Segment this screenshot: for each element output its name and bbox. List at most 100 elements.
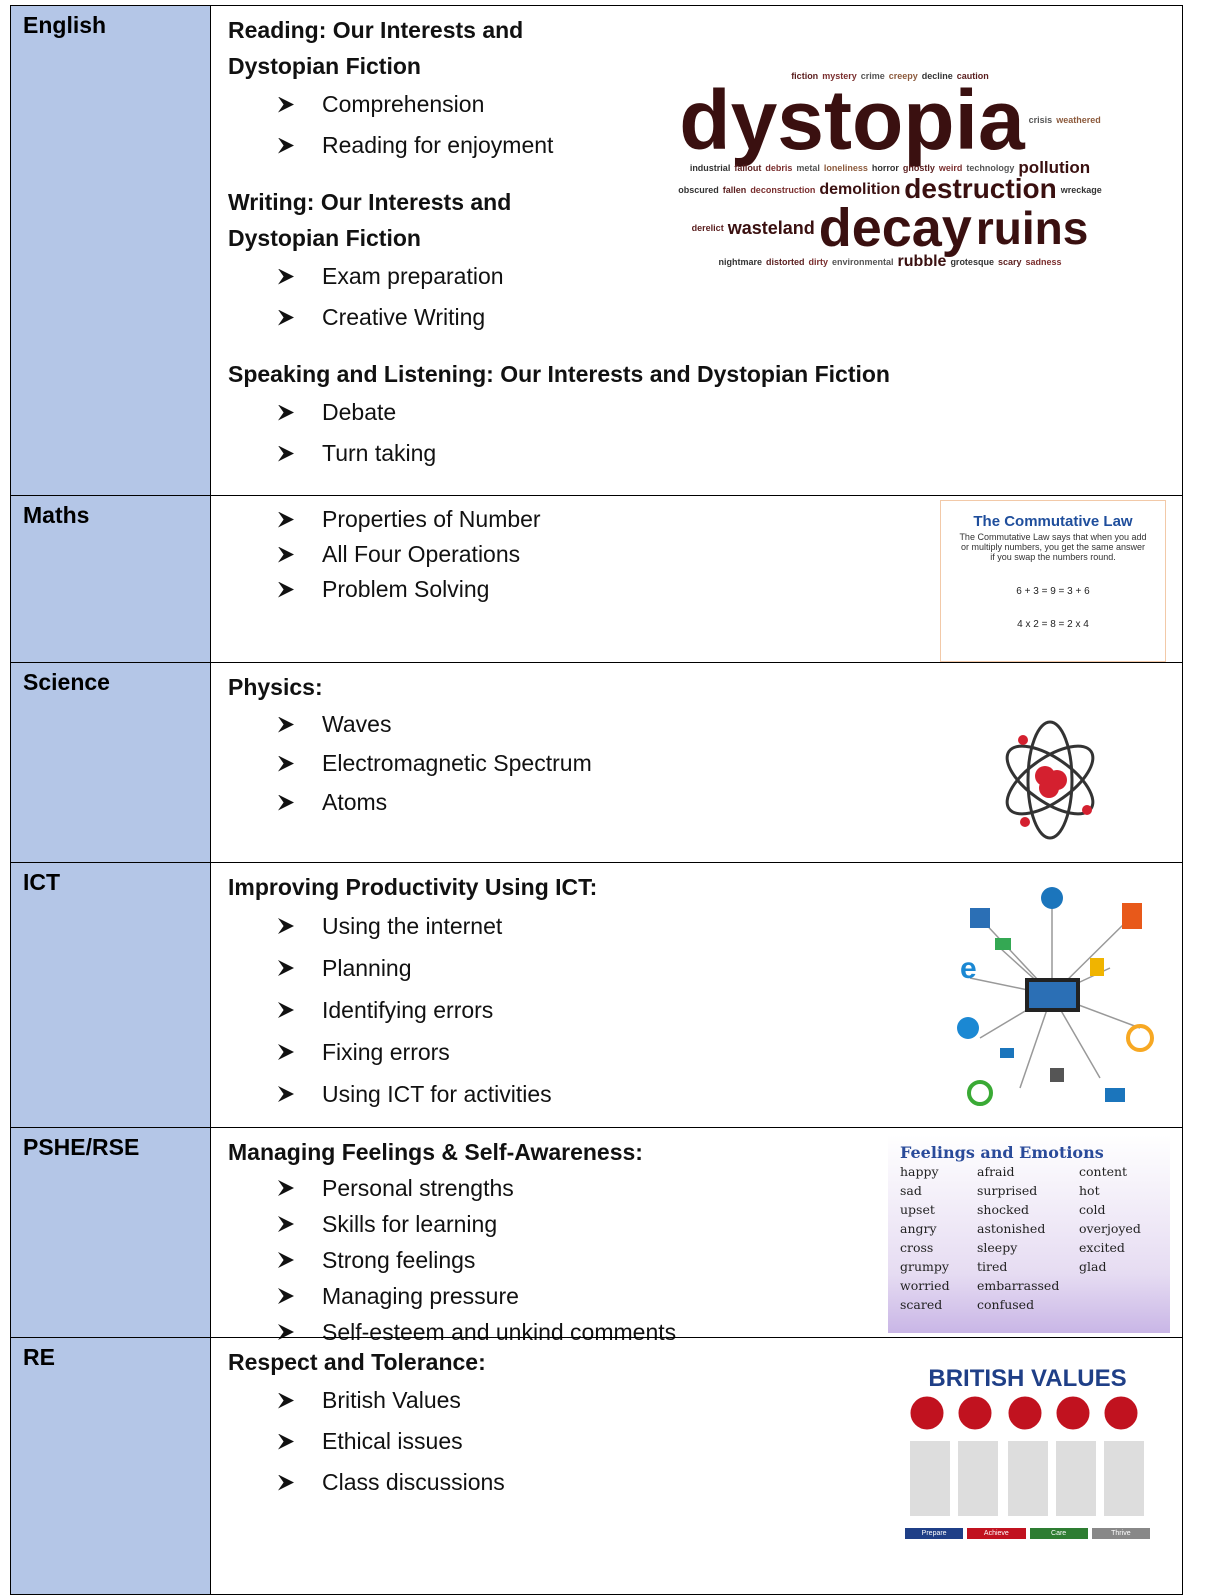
cloud-word: mystery — [822, 72, 857, 81]
cloud-word: scary — [997, 256, 1022, 267]
cloud-word: destruction — [904, 173, 1057, 205]
british-values-icons — [907, 1393, 1144, 1516]
feelings-column: happy sad upset angry cross grumpy worried scar… — [900, 1162, 977, 1314]
cloud-word: crisis — [1028, 115, 1053, 126]
content-cell: Respect and Tolerance: British Values Ethi… — [228, 1344, 1182, 1521]
item-text: Personal strengths — [322, 1175, 514, 1201]
subject-cell: English — [11, 6, 211, 495]
cloud-word: deconstruction — [750, 184, 816, 195]
section: Improving Productivity Using ICT: Using t… — [228, 869, 1182, 1115]
bullet-arrow — [278, 755, 294, 772]
bullet-item: Electromagnetic Spectrum — [228, 744, 1182, 783]
item-text: British Values — [322, 1387, 461, 1413]
section: Physics: Waves Electromagnetic Spectrum Ato… — [228, 669, 1182, 822]
cloud-word: derelict — [691, 223, 724, 234]
equation: 4 x 2 = 8 = 2 x 4 — [1017, 619, 1089, 630]
item-text: Ethical issues — [322, 1428, 463, 1454]
image-title: BRITISH VALUES — [928, 1365, 1127, 1392]
cloud-word: decay — [818, 198, 972, 259]
cloud-word: rubble — [897, 253, 947, 267]
bullet-item: Properties of Number — [228, 502, 1182, 537]
table-row: RE Respect and Tolerance: British Values Et… — [10, 1337, 1183, 1595]
image-title: The Commutative Law — [973, 513, 1133, 530]
feeling-word: cold — [1079, 1202, 1106, 1217]
section-heading: Writing: Our Interests and Dystopian Fic… — [228, 189, 512, 251]
cloud-word: weird — [938, 163, 963, 174]
bullet-item: Skills for learning — [228, 1206, 1182, 1242]
bullet-item: Exam preparation — [228, 256, 1182, 297]
item-text: Debate — [322, 399, 397, 425]
section: Managing Feelings & Self-Awareness: Perso… — [228, 1134, 1182, 1350]
bullet-arrow — [278, 1252, 294, 1268]
section-heading: Reading: Our Interests and Dystopian Fic… — [228, 17, 524, 79]
feeling-word: grumpy — [900, 1259, 949, 1274]
cloud-word: wasteland — [727, 218, 815, 239]
bullet-item: Ethical issues — [228, 1421, 1182, 1462]
cloud-word: grotesque — [950, 256, 994, 267]
item-text: Using ICT for activities — [322, 1081, 552, 1107]
bullet-item: Using the internet — [228, 905, 1182, 947]
content-cell: Properties of Number All Four Operations P… — [228, 502, 1182, 625]
section-heading: Physics: — [228, 674, 323, 700]
cloud-word: ghostly — [902, 163, 935, 174]
item-text: Planning — [322, 955, 412, 981]
feeling-word: astonished — [977, 1221, 1046, 1236]
item-text: All Four Operations — [322, 541, 521, 567]
bullet-item: Class discussions — [228, 1462, 1182, 1503]
cloud-word: pollution — [1018, 158, 1091, 178]
cloud-word: sadness — [1025, 256, 1062, 267]
atom-graphic — [1005, 720, 1095, 840]
cloud-word: dirty — [808, 256, 829, 267]
value-icons — [905, 1393, 1150, 1528]
cloud-word: debris — [765, 163, 793, 174]
cloud-word: creepy — [888, 72, 918, 81]
cloud-word: metal — [796, 163, 820, 174]
image-title: Feelings and Emotions — [900, 1143, 1104, 1162]
table-row: ICT Improving Productivity Using ICT: Usin… — [10, 862, 1183, 1127]
bullet-item: Turn taking — [228, 433, 1182, 474]
feelings-columns: happy sad upset angry cross grumpy worried scar… — [888, 1162, 1170, 1314]
cloud-word: crime — [860, 72, 885, 81]
bullet-arrow — [278, 546, 294, 563]
section: Speaking and Listening: Our Interests an… — [228, 356, 1182, 474]
item-text: Using the internet — [322, 913, 503, 939]
section-heading: Respect and Tolerance: — [228, 1349, 486, 1375]
cloud-word: fallen — [722, 184, 747, 195]
bullet-arrow — [278, 716, 294, 733]
table-row: PSHE/RSE Managing Feelings & Self-Awarene… — [10, 1127, 1183, 1345]
feelings-column: content hot cold overjoyed excited glad — [1079, 1162, 1169, 1314]
content-cell: Managing Feelings & Self-Awareness: Perso… — [228, 1134, 1182, 1368]
bullet-arrow — [278, 1002, 294, 1018]
feeling-word: cross — [900, 1240, 934, 1255]
feeling-word: sleepy — [977, 1240, 1018, 1255]
bullet-arrow — [278, 1180, 294, 1196]
bullet-item: Fixing errors — [228, 1031, 1182, 1073]
item-text: Exam preparation — [322, 263, 504, 289]
feeling-word: afraid — [977, 1164, 1015, 1179]
item-text: Skills for learning — [322, 1211, 498, 1237]
item-text: Atoms — [322, 789, 388, 815]
feelings-image: Feelings and Emotions happy sad upset angry c… — [888, 1135, 1170, 1333]
svg-text:e: e — [960, 952, 977, 985]
british-values-image: BRITISH VALUES Prepare Achieve Care Thrive — [905, 1365, 1150, 1560]
cloud-word: distorted — [766, 256, 805, 267]
cloud-word: wreckage — [1060, 184, 1102, 195]
bullet-item: Strong feelings — [228, 1242, 1182, 1278]
value-buttons: Prepare Achieve Care Thrive — [905, 1528, 1150, 1539]
table-row: Maths Properties of Number All Four Operat… — [10, 495, 1183, 662]
bullet-item: Problem Solving — [228, 572, 1182, 607]
equation: 6 + 3 = 9 = 3 + 6 — [1016, 586, 1090, 597]
bullet-arrow — [278, 1044, 294, 1060]
cloud-word: technology — [966, 163, 1015, 174]
bullet-arrow — [278, 96, 294, 113]
content-cell: Physics: Waves Electromagnetic Spectrum Ato… — [228, 669, 1182, 840]
commutative-law-image: The Commutative Law The Commutative Law s… — [940, 500, 1166, 662]
bullet-arrow — [278, 581, 294, 598]
bullet-arrow — [278, 137, 294, 154]
bullet-item: Using ICT for activities — [228, 1073, 1182, 1115]
feelings-column: afraid surprised shocked astonished sleepy ti… — [977, 1162, 1079, 1314]
value-button: Prepare — [905, 1528, 964, 1539]
value-button: Thrive — [1091, 1528, 1150, 1539]
bullet-arrow — [278, 1216, 294, 1232]
bullet-arrow — [278, 511, 294, 528]
